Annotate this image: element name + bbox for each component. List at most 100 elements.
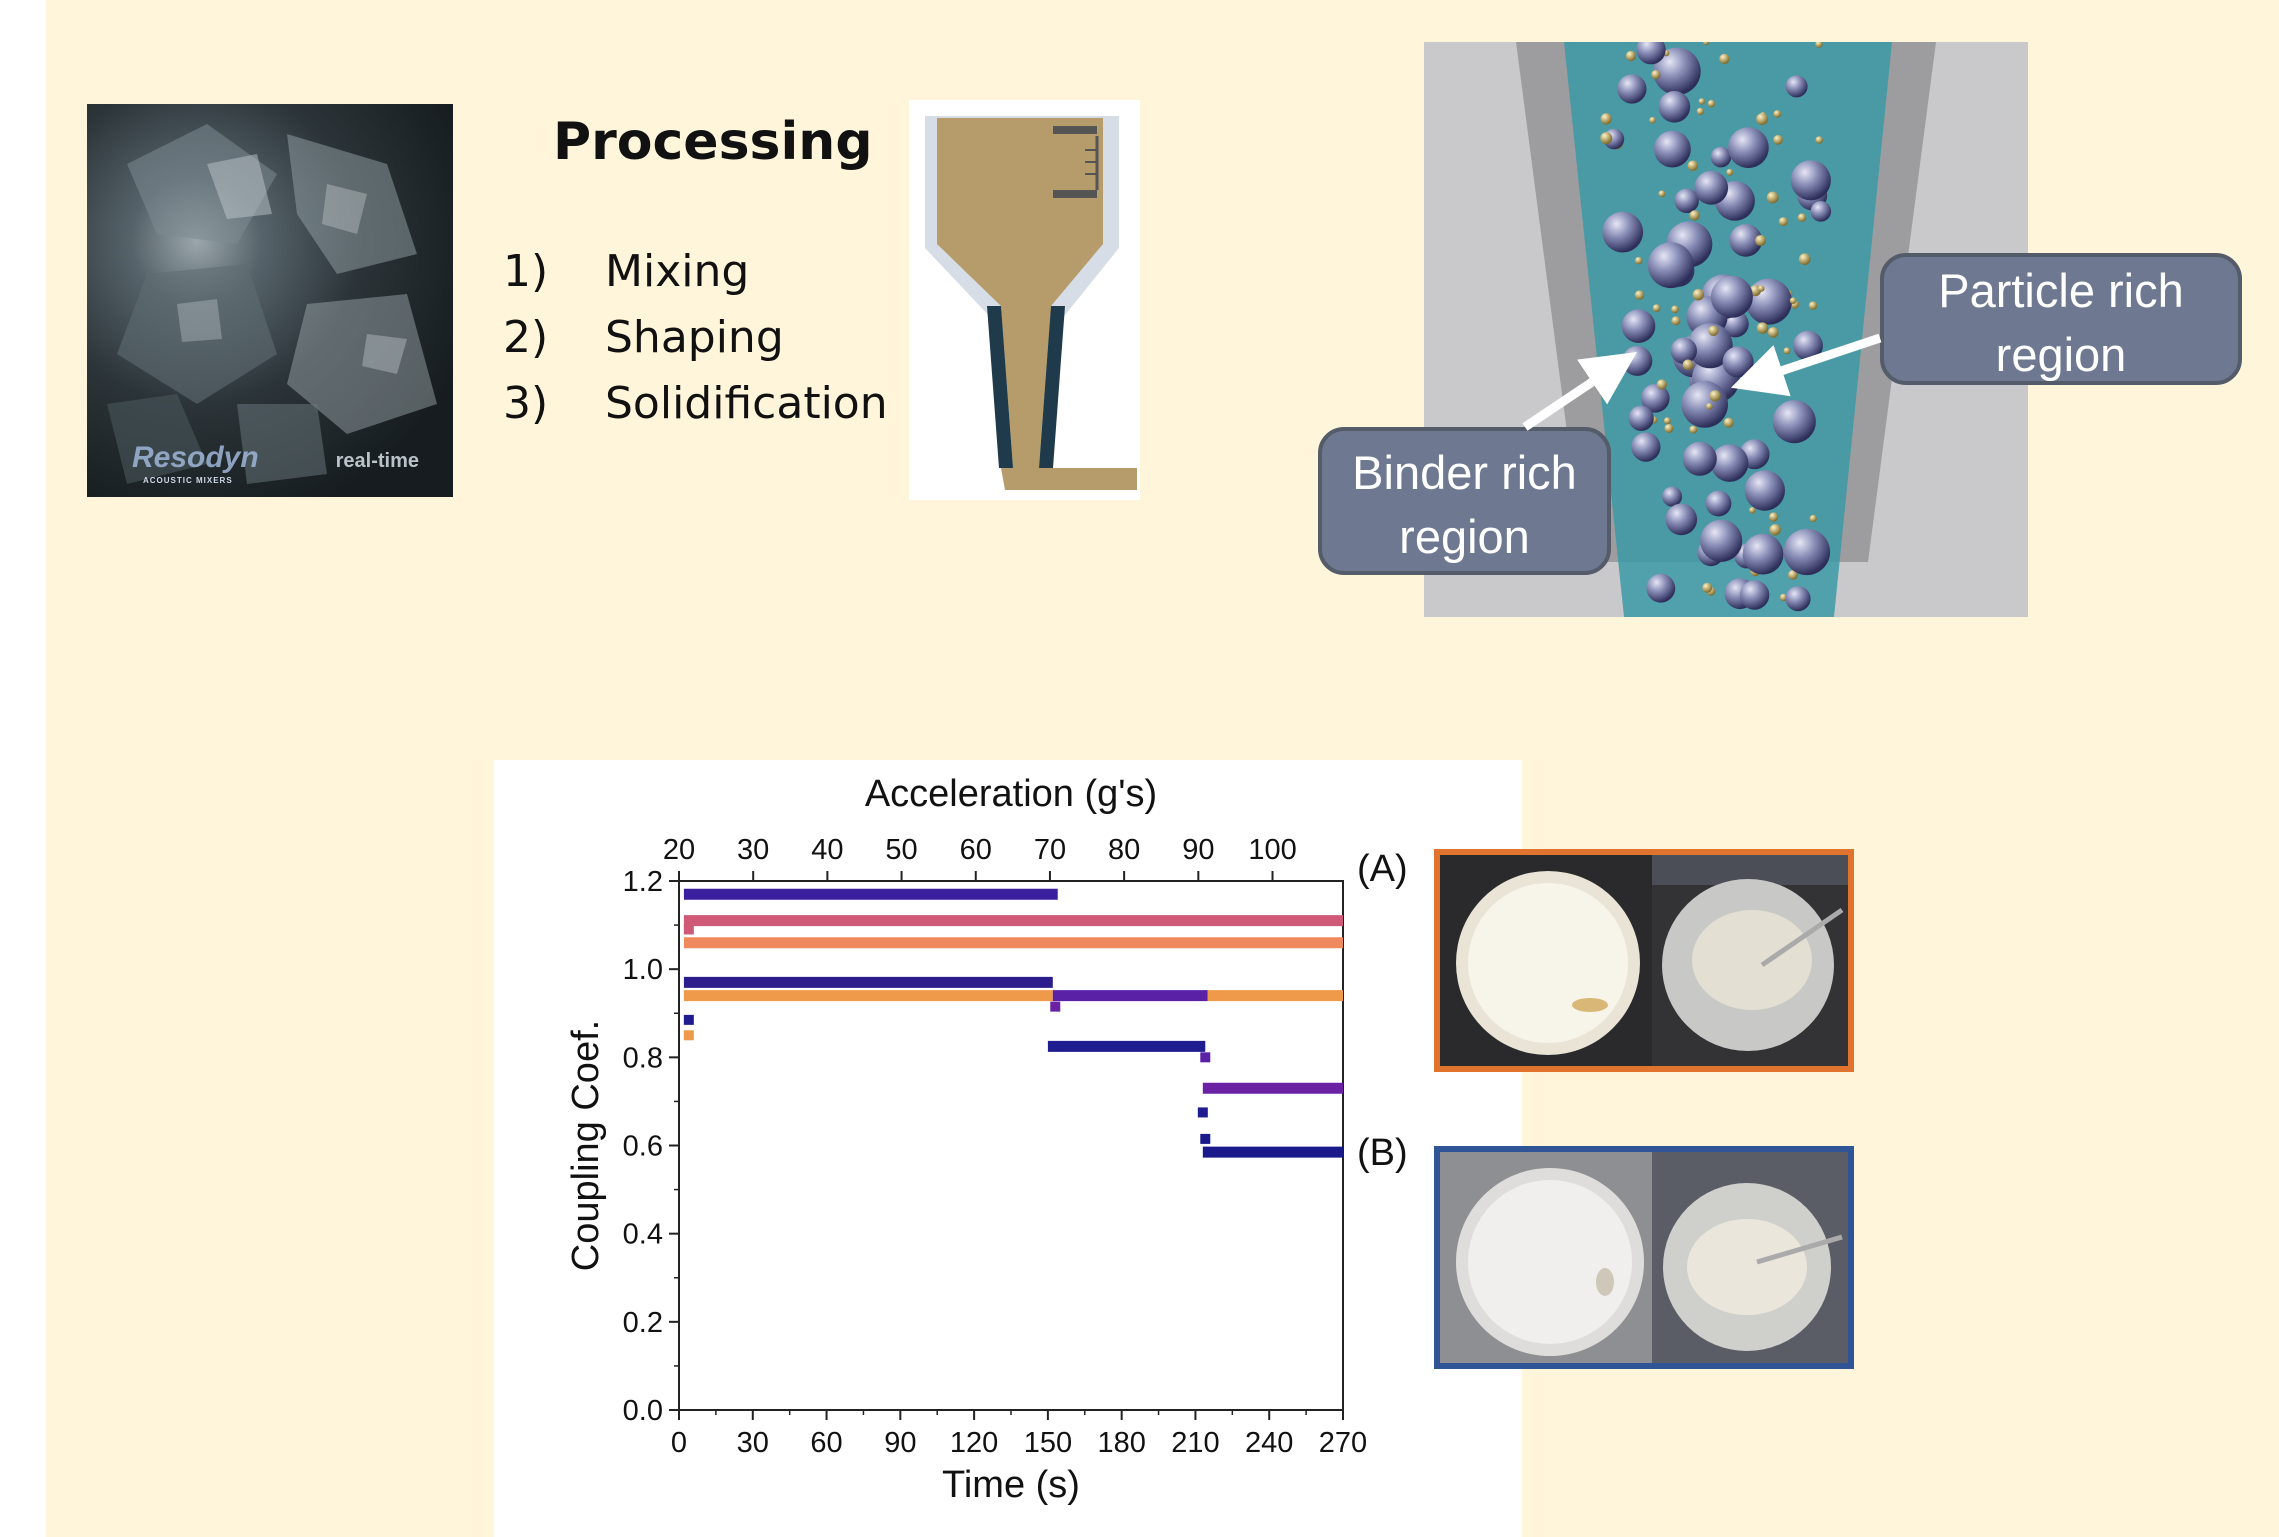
large-particle: [1705, 490, 1732, 517]
particle-render-drawing: [1516, 42, 1936, 617]
small-particle: [1815, 42, 1823, 48]
small-particle: [1625, 50, 1636, 62]
small-particle: [1656, 379, 1667, 390]
chart-panel: 0 30 60 90 120 150 180 210 240 270 0.0 0.2 0.4 0.6 0.8…: [494, 760, 1522, 1537]
large-particle: [1687, 323, 1733, 369]
particle-rich-callout: Particle rich region: [1880, 253, 2242, 385]
x-tick-label: 30: [737, 1427, 769, 1459]
sample-b-dish: [1440, 1152, 1652, 1363]
y-tick-label: 0.2: [623, 1307, 663, 1339]
small-particle: [1707, 99, 1716, 108]
process-step-2: 2) Shaping: [503, 312, 784, 363]
x-tick-label: 60: [810, 1427, 842, 1459]
small-particle: [1767, 327, 1779, 338]
step-label: Mixing: [605, 246, 750, 297]
data-point: [683, 924, 694, 935]
step-label: Solidification: [605, 378, 888, 429]
small-particle: [1773, 110, 1782, 118]
large-particle: [1729, 224, 1763, 257]
large-particle: [1662, 486, 1683, 507]
small-particle: [1769, 524, 1781, 536]
small-particle: [1703, 42, 1710, 46]
top-tick-label: 20: [663, 834, 695, 866]
top-tick-label: 70: [1034, 834, 1066, 866]
x-tick-label: 120: [950, 1427, 998, 1459]
binder-rich-label: Binder rich region: [1352, 446, 1577, 563]
large-particle: [1665, 503, 1698, 536]
x-tick-label: 90: [884, 1427, 916, 1459]
process-step-3: 3) Solidification: [503, 378, 888, 429]
small-particle: [1808, 301, 1818, 310]
small-particle: [1757, 285, 1765, 292]
particle-render: [1424, 42, 2028, 617]
data-point: [1200, 1133, 1211, 1144]
large-particle: [1646, 573, 1676, 603]
small-particle: [1783, 347, 1791, 355]
step-label: Shaping: [605, 312, 784, 363]
top-tick-label: 30: [737, 834, 769, 866]
small-particle: [1749, 507, 1756, 514]
small-particle: [1664, 423, 1674, 433]
y-tick-label: 0.0: [623, 1395, 663, 1427]
watermark-tagline: ACOUSTIC MIXERS: [143, 476, 233, 485]
large-particle: [1728, 127, 1769, 169]
small-particle: [1600, 132, 1613, 145]
large-particle: [1772, 400, 1816, 444]
panel-tag-b: (B): [1357, 1132, 1408, 1174]
large-particle: [1636, 42, 1666, 65]
top-tick-label: 100: [1248, 834, 1296, 866]
data-point: [683, 1014, 694, 1025]
large-particle: [1622, 345, 1653, 376]
top-tick-label: 40: [811, 834, 843, 866]
data-point: [1050, 1001, 1061, 1012]
large-particle: [1785, 586, 1811, 612]
top-tick-label: 60: [960, 834, 992, 866]
sample-a-paste: [1652, 855, 1848, 1066]
small-particle: [1797, 213, 1807, 222]
large-particle: [1654, 130, 1691, 168]
large-particle: [1793, 330, 1823, 361]
small-particle: [1709, 390, 1721, 402]
large-particle: [1694, 170, 1729, 205]
small-particle: [1788, 570, 1798, 580]
large-particle: [1621, 309, 1656, 343]
large-particle: [1744, 470, 1785, 511]
large-particle: [1785, 75, 1808, 98]
top-tick-label: 90: [1182, 834, 1214, 866]
large-particle: [1682, 441, 1717, 476]
large-particle: [1710, 275, 1753, 318]
data-point: [1200, 1052, 1211, 1063]
large-particle: [1790, 160, 1831, 201]
x-tick-label: 150: [1024, 1427, 1072, 1459]
step-number: 1): [503, 246, 549, 297]
large-particle: [1710, 444, 1749, 482]
small-particle: [1634, 290, 1645, 300]
plot-frame: [678, 880, 1344, 1411]
small-particle: [1696, 107, 1704, 115]
large-particle: [1617, 74, 1647, 104]
small-particle: [1671, 316, 1681, 326]
small-particle: [1756, 113, 1768, 125]
small-particle: [1789, 297, 1797, 304]
y-tick-label: 0.8: [623, 1042, 663, 1074]
small-particle: [1719, 53, 1730, 64]
y-tick-label: 0.6: [623, 1131, 663, 1163]
small-particle: [1798, 253, 1811, 265]
sample-a-dish: [1440, 855, 1652, 1066]
small-particle: [1671, 305, 1679, 314]
watermark-label: real-time: [335, 450, 419, 472]
small-particle: [1779, 593, 1788, 602]
small-particle: [1682, 359, 1694, 371]
nozzle-schematic: [909, 100, 1140, 500]
x-tick-label: 210: [1171, 1427, 1219, 1459]
large-particle: [1631, 432, 1661, 462]
sample-photo-b: [1434, 1146, 1854, 1369]
x-tick-label: 0: [671, 1427, 687, 1459]
small-particle: [1663, 417, 1671, 425]
small-particle: [1652, 304, 1661, 312]
small-particle: [1600, 113, 1612, 125]
sample-b-paste: [1652, 1152, 1848, 1363]
large-particle: [1674, 188, 1699, 213]
large-particle: [1658, 91, 1691, 123]
mixer-photo: Resodyn ACOUSTIC MIXERS real-time: [87, 104, 453, 497]
